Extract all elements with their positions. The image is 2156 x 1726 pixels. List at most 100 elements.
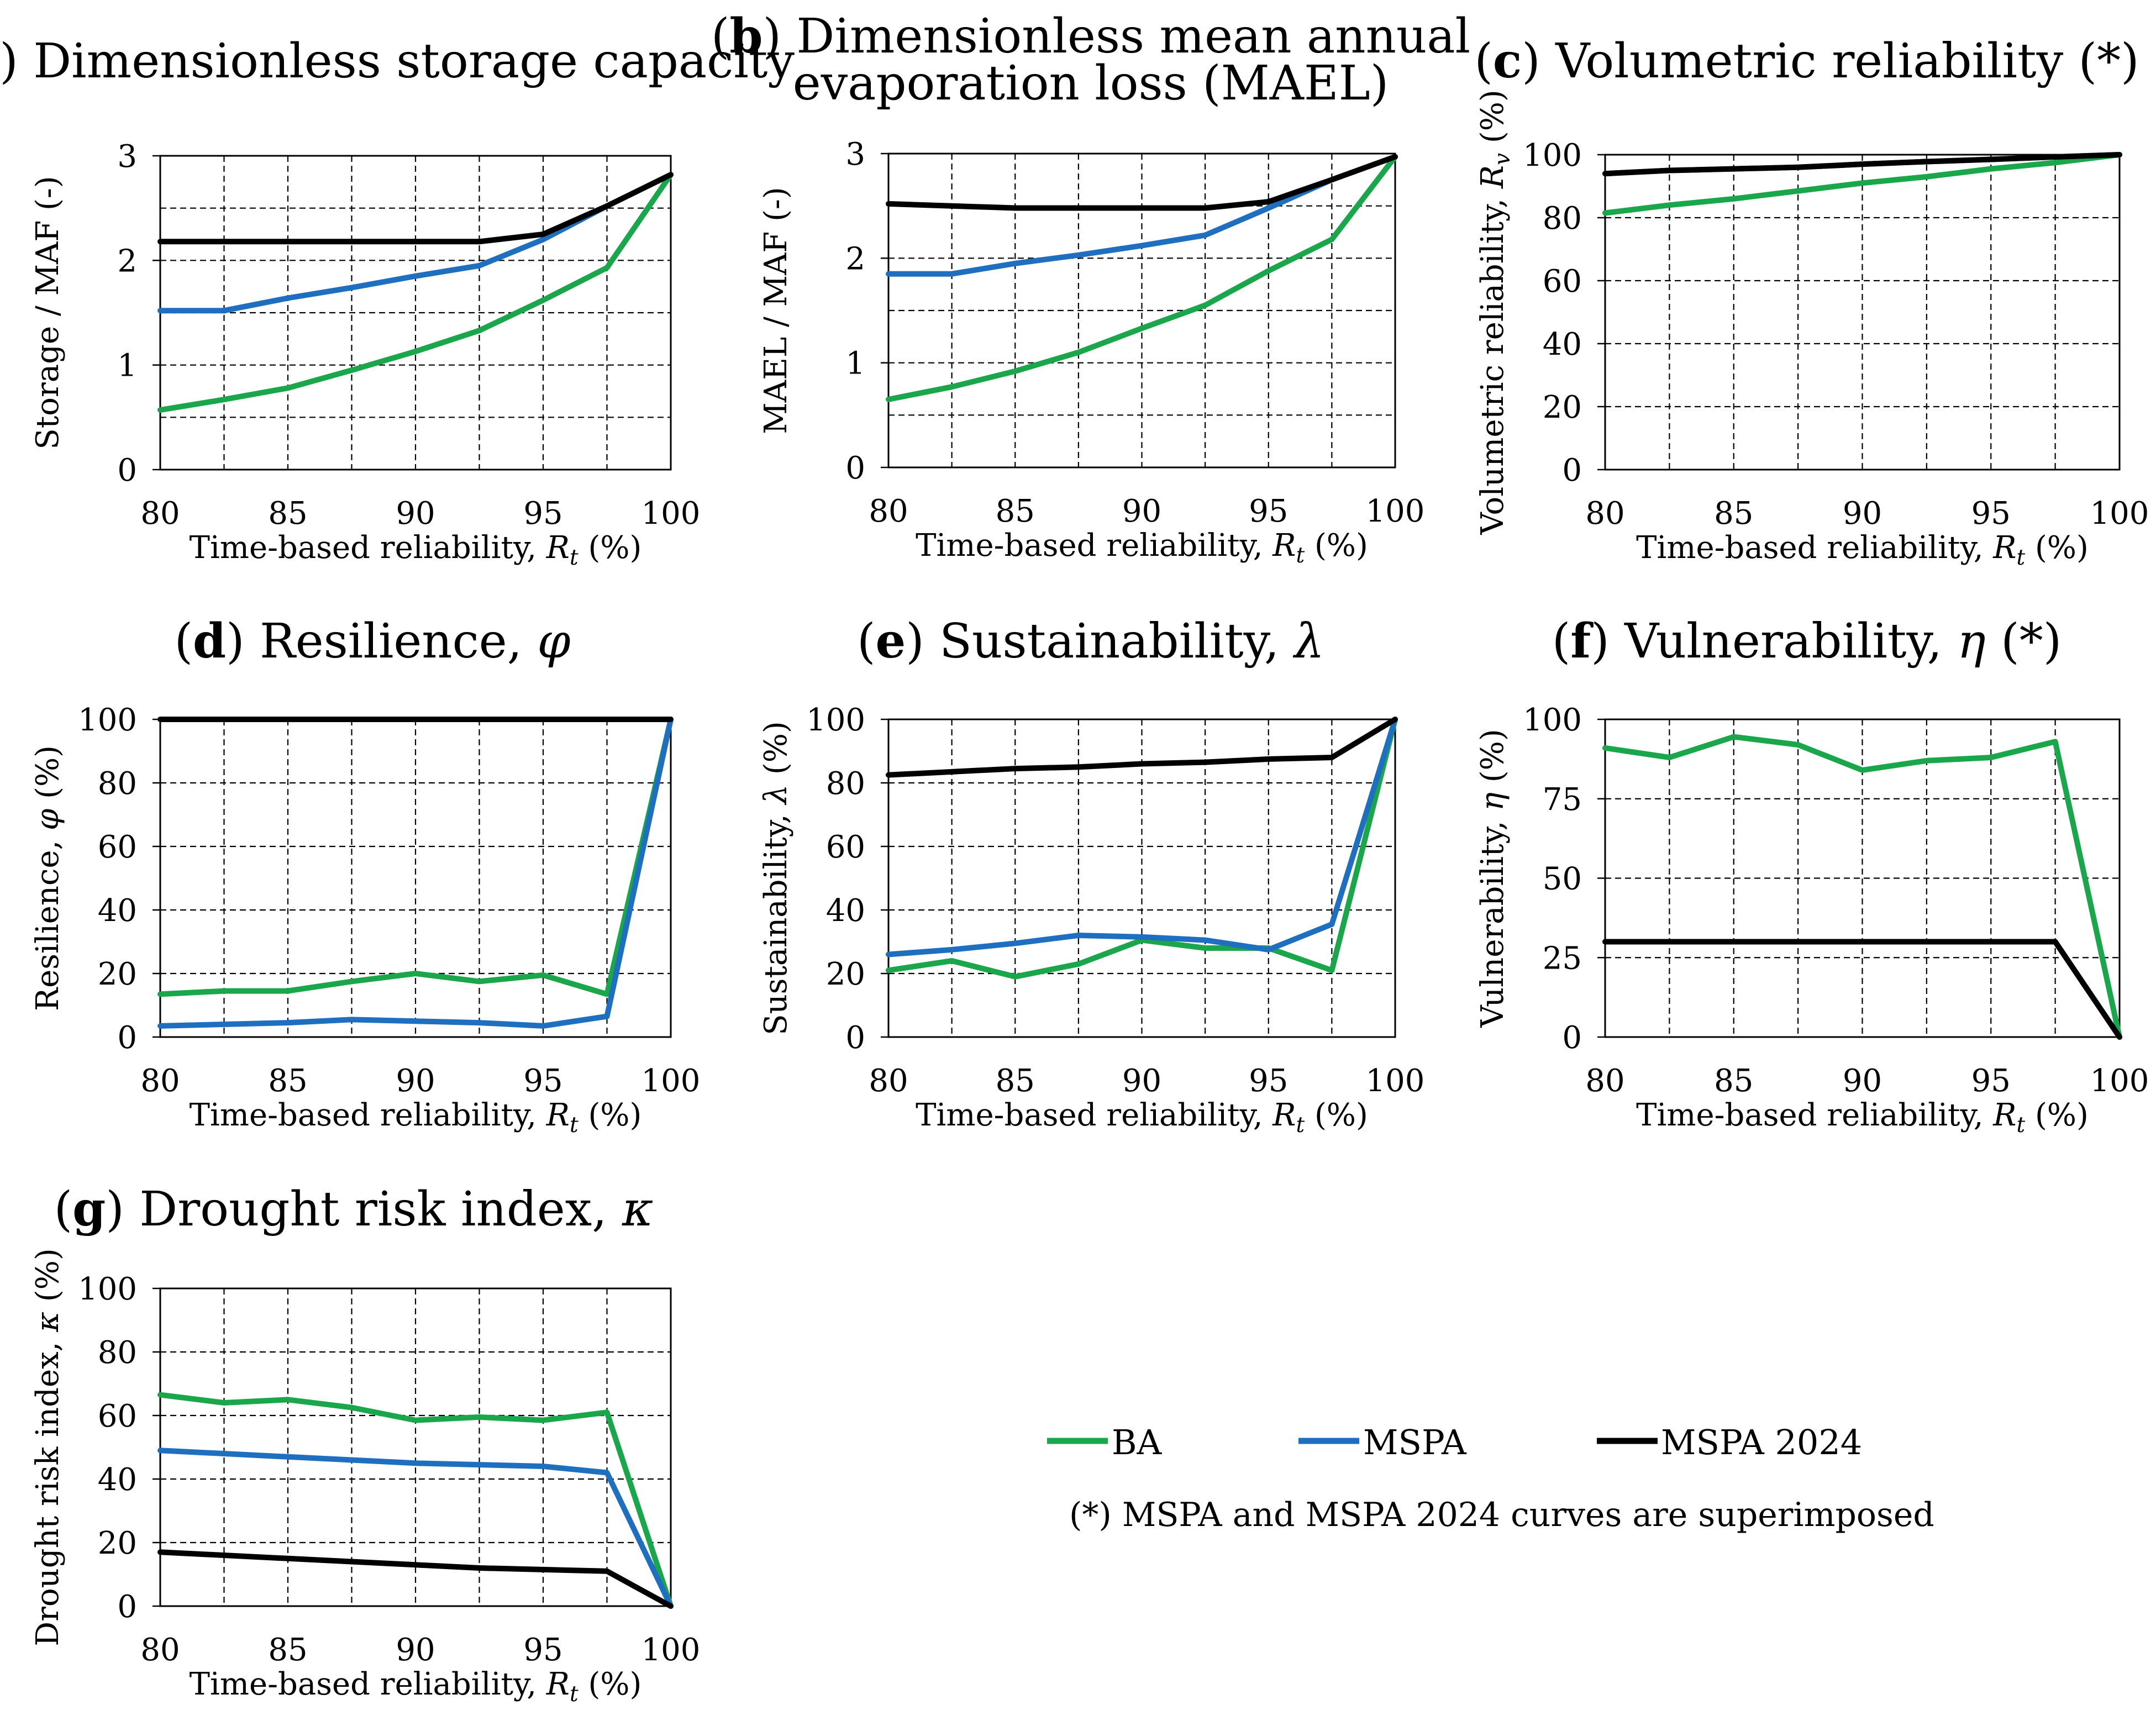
y-tick-label: 20 — [98, 1525, 137, 1561]
x-tick-label: 90 — [1122, 493, 1161, 529]
x-tick-label: 85 — [268, 496, 307, 532]
y-axis-label: Storage / MAF (-) — [30, 176, 66, 449]
plot-frame — [887, 718, 1396, 1038]
series-line-mspa-2024 — [157, 172, 674, 245]
y-axis-label: Sustainability, λ (%) — [758, 721, 794, 1035]
x-tick-label: 95 — [1249, 493, 1288, 529]
panel-title-e: (e) Sustainability, λ — [857, 613, 1324, 669]
plot-frame — [887, 152, 1396, 469]
y-tick-label: 0 — [845, 1020, 865, 1056]
legend-label-ba: BA — [1112, 1422, 1163, 1462]
y-tick-label: 100 — [806, 702, 865, 738]
x-tick-label: 80 — [1585, 496, 1624, 532]
legend: BA MSPA MSPA 2024 (*) MSPA and MSPA 2024… — [1047, 1422, 1934, 1534]
y-tick-label: 80 — [1543, 201, 1582, 236]
y-tick-label: 80 — [98, 1335, 137, 1371]
series-line-ba — [157, 717, 674, 997]
x-tick-label: 95 — [1249, 1063, 1288, 1099]
y-tick-label: 20 — [98, 956, 137, 992]
x-axis-label: Time-based reliability, Rt (%) — [916, 1097, 1368, 1138]
y-tick-label: 0 — [845, 450, 865, 486]
x-tick-label: 100 — [2090, 496, 2149, 532]
x-tick-label: 95 — [523, 496, 562, 532]
y-axis-label: Vulnerability, η (%) — [1475, 729, 1511, 1028]
x-tick-label: 95 — [523, 1632, 562, 1668]
series-line-mspa-2024 — [1602, 939, 2122, 1040]
legend-label-mspa: MSPA — [1363, 1422, 1467, 1462]
y-tick-label: 50 — [1543, 861, 1582, 897]
x-axis-label: Time-based reliability, Rt (%) — [916, 528, 1368, 568]
x-tick-label: 80 — [140, 496, 180, 532]
series-line-mspa — [886, 717, 1398, 957]
y-tick-label: 0 — [117, 452, 137, 488]
x-tick-label: 80 — [869, 493, 908, 529]
x-tick-label: 90 — [1122, 1063, 1161, 1099]
y-tick-label: 3 — [117, 139, 137, 175]
x-tick-label: 80 — [1585, 1063, 1624, 1099]
x-tick-label: 85 — [268, 1632, 307, 1668]
series-line-mspa-2024 — [886, 154, 1398, 211]
plot-frame — [1604, 154, 2121, 471]
series-line-mspa-2024 — [886, 717, 1398, 778]
x-axis-label: Time-based reliability, Rt (%) — [1636, 1097, 2089, 1138]
y-tick-label: 2 — [117, 243, 137, 279]
y-tick-label: 100 — [1523, 702, 1582, 738]
panel-title-c: (c) Volumetric reliability (*) — [1474, 33, 2139, 89]
y-axis-label: Drought risk index, κ (%) — [30, 1248, 66, 1646]
x-tick-label: 95 — [1971, 1063, 2011, 1099]
x-tick-label: 95 — [1971, 496, 2011, 532]
y-tick-label: 40 — [1543, 327, 1582, 362]
y-tick-label: 0 — [1562, 1020, 1582, 1056]
y-tick-label: 100 — [78, 702, 137, 738]
y-tick-label: 60 — [826, 829, 865, 865]
panel-title-f: (f) Vulnerability, η (*) — [1552, 613, 2062, 669]
series-line-ba — [157, 172, 674, 413]
x-axis-label: Time-based reliability, Rt (%) — [1636, 530, 2089, 570]
y-tick-label: 40 — [98, 1462, 137, 1498]
y-axis-label: Resilience, φ (%) — [30, 745, 66, 1011]
x-tick-label: 90 — [1843, 1063, 1882, 1099]
x-tick-label: 100 — [641, 1063, 701, 1099]
x-axis-label: Time-based reliability, Rt (%) — [190, 530, 642, 570]
y-tick-label: 0 — [117, 1020, 137, 1056]
y-tick-label: 40 — [98, 893, 137, 929]
y-axis-label: Volumetric reliability, Rv (%) — [1475, 90, 1515, 535]
panel-title-b-line2: evaporation loss (MAEL) — [793, 56, 1389, 111]
y-tick-label: 2 — [845, 241, 865, 277]
y-tick-label: 1 — [117, 348, 137, 384]
x-tick-label: 80 — [140, 1063, 180, 1099]
x-tick-label: 100 — [2090, 1063, 2149, 1099]
x-tick-label: 85 — [268, 1063, 307, 1099]
x-tick-label: 90 — [396, 1063, 435, 1099]
x-tick-label: 90 — [396, 1632, 435, 1668]
series-line-mspa — [157, 1448, 674, 1609]
panel-title-a: (a) Dimensionless storage capacity — [0, 33, 795, 89]
series-line-ba — [1602, 152, 2122, 216]
y-tick-label: 60 — [98, 829, 137, 865]
plot-frame — [159, 155, 672, 471]
y-tick-label: 3 — [845, 136, 865, 172]
y-tick-label: 0 — [1562, 452, 1582, 488]
x-tick-label: 85 — [1714, 496, 1753, 532]
series-line-ba — [886, 154, 1398, 402]
y-tick-label: 100 — [78, 1271, 137, 1307]
panel-title-g: (g) Drought risk index, κ — [54, 1181, 654, 1237]
x-tick-label: 90 — [396, 496, 435, 532]
panel-title-b: (b) Dimensionless mean annual — [711, 8, 1470, 64]
x-axis-label: Time-based reliability, Rt (%) — [190, 1097, 642, 1138]
y-tick-label: 20 — [826, 956, 865, 992]
y-tick-label: 100 — [1523, 138, 1582, 173]
y-tick-label: 40 — [826, 893, 865, 929]
series-line-ba — [157, 1392, 674, 1609]
panel-title-d: (d) Resilience, φ — [174, 613, 570, 669]
y-tick-label: 0 — [117, 1589, 137, 1625]
x-tick-label: 80 — [140, 1632, 180, 1668]
x-tick-label: 90 — [1843, 496, 1882, 532]
legend-note: (*) MSPA and MSPA 2024 curves are superi… — [1069, 1496, 1934, 1534]
